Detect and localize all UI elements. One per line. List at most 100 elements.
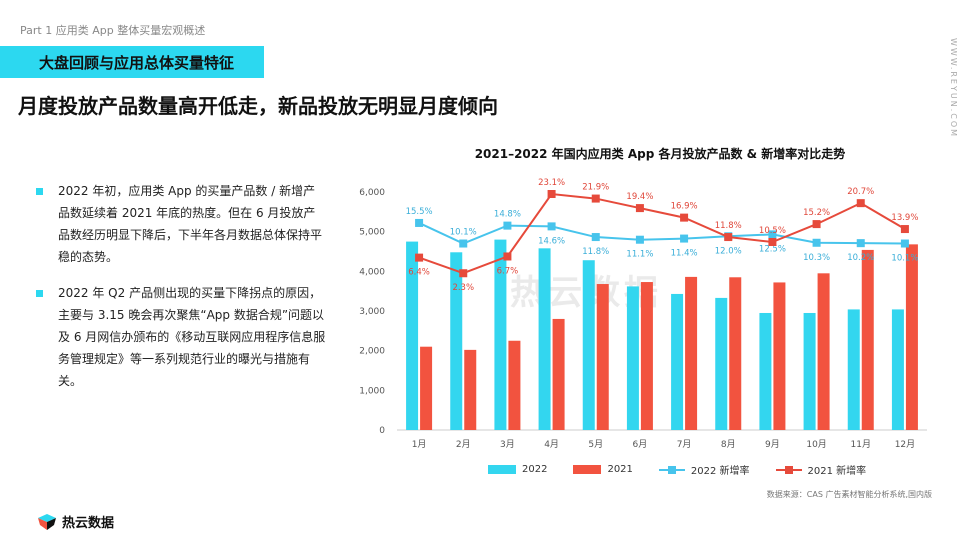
rate-2022-data-label: 11.1% <box>626 250 653 260</box>
rate-2021-point <box>503 252 512 261</box>
rate-2022-point <box>900 239 909 248</box>
bar-2022 <box>494 239 507 430</box>
x-tick-label: 11月 <box>851 439 871 450</box>
rate-2021-point <box>812 220 821 229</box>
rate-2021-data-label: 6.4% <box>408 268 430 278</box>
rate-2022-data-label: 10.2% <box>847 253 874 263</box>
bar-2021 <box>508 340 521 430</box>
bar-2022 <box>450 252 463 430</box>
bullet-marker-icon <box>36 188 43 195</box>
bullet-item: 2022 年 Q2 产品侧出现的买量下降拐点的原因，主要与 3.15 晚会再次聚… <box>36 282 326 392</box>
rate-2021-data-label: 6.7% <box>497 266 519 276</box>
x-tick-label: 6月 <box>633 439 648 450</box>
bar-2021 <box>773 282 786 430</box>
bar-2021 <box>729 277 742 430</box>
rate-2021-data-label: 23.1% <box>538 178 565 188</box>
bar-2022 <box>715 297 728 430</box>
rate-2022-point <box>768 230 777 239</box>
bar-2022 <box>582 260 595 430</box>
rate-2021-point <box>547 190 556 198</box>
bar-2022 <box>847 309 860 430</box>
legend-label: 2021 <box>607 464 633 475</box>
legend-swatch-icon <box>573 465 602 474</box>
legend-line-icon <box>658 465 685 474</box>
bar-2021 <box>464 349 477 430</box>
legend-item-2022-rate: 2022 新增率 <box>658 462 750 477</box>
bar-2022 <box>803 312 816 430</box>
bar-2022 <box>406 241 419 430</box>
rate-2022-point <box>812 238 821 247</box>
legend-label: 2021 新增率 <box>807 466 867 477</box>
bar-2021 <box>685 276 698 430</box>
legend-item-2022: 2022 <box>488 462 547 477</box>
rate-2021-point <box>635 204 644 213</box>
rate-2022-data-label: 14.6% <box>538 236 565 246</box>
x-tick-label: 9月 <box>765 439 780 450</box>
rate-2022-point <box>459 239 468 248</box>
rate-2022-line <box>418 222 905 245</box>
legend-swatch-icon <box>488 465 516 474</box>
x-tick-label: 5月 <box>588 439 603 450</box>
bullet-item: 2022 年初，应用类 App 的买量产品数 / 新增产品数延续着 2021 年… <box>36 180 326 268</box>
x-tick-label: 10月 <box>806 439 826 450</box>
y-tick-label: 2,000 <box>359 347 385 357</box>
bar-2021 <box>420 346 433 430</box>
rate-2021-point <box>856 199 865 208</box>
bar-2021 <box>640 282 653 430</box>
legend-label: 2022 <box>522 464 548 475</box>
rate-2021-point <box>415 253 424 262</box>
y-tick-label: 0 <box>379 426 385 436</box>
x-tick-label: 7月 <box>677 439 692 450</box>
data-source: 数据来源：CAS 广告素材智能分析系统,国内版 <box>766 490 932 499</box>
rate-2022-point <box>503 221 512 230</box>
bar-2021 <box>552 318 565 430</box>
bar-2022 <box>626 286 639 430</box>
rate-2022-data-label: 14.8% <box>494 210 521 220</box>
chart: 0 1,000 2,000 3,000 4,000 5,000 6,000 1月 2月 3月 4月 5… <box>359 178 927 450</box>
rate-2022-data-label: 12.0% <box>715 246 742 256</box>
x-tick-label: 4月 <box>544 439 559 450</box>
bar-2022 <box>671 293 684 430</box>
bullet-text: 2022 年 Q2 产品侧出现的买量下降拐点的原因，主要与 3.15 晚会再次聚… <box>58 286 326 388</box>
x-tick-label: 12月 <box>895 439 915 450</box>
rate-2021-data-label: 2.3% <box>452 283 474 293</box>
rate-2022-data-label: 10.1% <box>450 228 477 238</box>
rate-2021-data-label: 11.8% <box>715 221 742 231</box>
rate-2021-data-label: 10.5% <box>759 226 786 236</box>
bullet-marker-icon <box>36 290 43 297</box>
rate-2022-point <box>635 235 644 244</box>
section-title: 大盘回顾与应用总体买量特征 <box>39 53 235 72</box>
logo-icon <box>38 513 56 530</box>
rate-2021-data-label: 15.2% <box>803 208 830 218</box>
y-tick-label: 6,000 <box>359 188 385 198</box>
rate-2021-data-label: 19.4% <box>626 192 653 202</box>
rate-2022-data-label: 10.1% <box>891 254 918 264</box>
bar-2022 <box>891 309 904 430</box>
x-tick-label: 3月 <box>500 439 515 450</box>
rate-2022-data-label: 11.8% <box>582 247 609 257</box>
rate-2022-point <box>591 233 600 242</box>
rate-2021-point <box>900 225 909 234</box>
rate-2022-point <box>856 239 865 248</box>
rate-2021-point <box>768 238 777 246</box>
legend-label: 2022 新增率 <box>690 466 750 477</box>
y-tick-label: 1,000 <box>359 386 385 396</box>
rate-2021-point <box>724 233 733 242</box>
rate-2022-point <box>415 218 424 227</box>
y-tick-label: 5,000 <box>359 228 385 238</box>
rate-2021-data-label: 13.9% <box>891 213 918 223</box>
x-tick-label: 8月 <box>721 439 736 450</box>
rate-2022-data-label: 11.4% <box>671 249 698 259</box>
rate-2021-point <box>459 269 468 278</box>
rate-2022-point <box>547 222 556 231</box>
rate-2022-data-label: 15.5% <box>406 207 433 217</box>
rate-2022-point <box>680 234 689 243</box>
legend-item-2021: 2021 <box>573 462 633 477</box>
y-tick-label: 4,000 <box>359 267 385 277</box>
rate-2021-data-label: 16.9% <box>671 202 698 212</box>
rate-2021-line <box>418 192 906 275</box>
section-banner: 大盘回顾与应用总体买量特征 <box>0 46 264 78</box>
legend-line-icon <box>775 465 802 474</box>
bar-2021 <box>596 284 609 430</box>
page-title: 月度投放产品数量高开低走，新品投放无明显月度倾向 <box>18 94 498 118</box>
